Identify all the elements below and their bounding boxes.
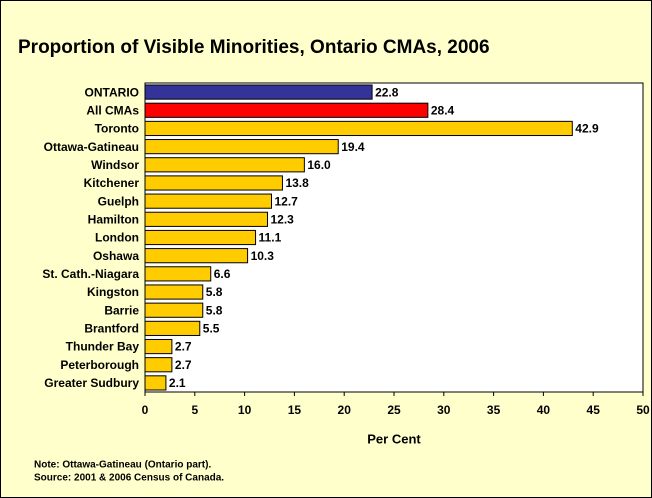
data-label: 2.1	[169, 376, 186, 390]
data-label: 19.4	[341, 140, 365, 154]
bar	[144, 139, 339, 155]
data-label: 13.8	[285, 176, 309, 190]
bar	[144, 320, 201, 336]
x-tick-label: 45	[587, 403, 601, 417]
data-label: 42.9	[575, 122, 599, 136]
x-tick-label: 5	[191, 403, 198, 417]
data-label: 6.6	[214, 267, 231, 281]
y-tick-label: Brantford	[84, 322, 139, 336]
y-tick-label: Peterborough	[60, 358, 139, 372]
data-label: 11.1	[259, 231, 282, 245]
data-label: 12.7	[274, 194, 298, 208]
bar	[144, 357, 173, 373]
y-tick-label: London	[95, 231, 139, 245]
y-tick-label: Barrie	[104, 303, 139, 317]
x-tick-label: 10	[238, 403, 252, 417]
bar	[144, 248, 249, 264]
bar	[144, 211, 269, 227]
note: Note: Ottawa-Gatineau (Ontario part).	[34, 460, 211, 471]
x-tick-label: 40	[537, 403, 551, 417]
bar	[144, 84, 373, 100]
data-label: 2.7	[175, 358, 192, 372]
data-label: 16.0	[307, 158, 331, 172]
data-label: 5.5	[203, 322, 220, 336]
y-tick-label: Windsor	[91, 158, 139, 172]
bar	[144, 120, 573, 137]
bar	[144, 102, 429, 118]
bar	[144, 193, 272, 209]
x-tick-label: 50	[636, 403, 650, 417]
chart-title: Proportion of Visible Minorities, Ontari…	[18, 37, 490, 58]
x-tick-label: 15	[288, 403, 302, 417]
bar	[144, 338, 173, 355]
x-tick-label: 30	[437, 403, 451, 417]
x-tick-label: 20	[338, 403, 352, 417]
y-tick-label: Oshawa	[93, 249, 139, 263]
data-label: 2.7	[175, 340, 192, 354]
note: Source: 2001 & 2006 Census of Canada.	[34, 473, 224, 484]
bar	[144, 266, 212, 282]
data-label: 10.3	[251, 249, 275, 263]
y-tick-label: Kitchener	[84, 176, 140, 190]
data-label: 28.4	[431, 103, 455, 117]
bar	[144, 229, 257, 246]
y-tick-label: Guelph	[98, 194, 139, 208]
bar	[144, 157, 305, 173]
x-tick-label: 35	[487, 403, 501, 417]
y-tick-label: All CMAs	[86, 103, 139, 117]
bar	[144, 284, 204, 300]
x-tick-label: 25	[387, 403, 401, 417]
bar	[144, 302, 204, 318]
bar	[144, 175, 283, 191]
y-tick-label: Kingston	[87, 285, 139, 299]
x-axis-label: Per Cent	[367, 431, 421, 446]
y-tick-label: Thunder Bay	[66, 340, 140, 354]
y-tick-label: St. Cath.-Niagara	[42, 267, 139, 281]
y-tick-label: Greater Sudbury	[44, 376, 139, 390]
y-tick-label: Ottawa-Gatineau	[44, 140, 139, 154]
y-tick-label: Hamilton	[88, 212, 139, 226]
data-label: 22.8	[375, 85, 399, 99]
data-label: 5.8	[206, 303, 223, 317]
y-tick-label: ONTARIO	[85, 85, 139, 99]
x-tick-label: 0	[142, 403, 149, 417]
bar	[144, 375, 167, 391]
data-label: 5.8	[206, 285, 223, 299]
data-label: 12.3	[271, 212, 295, 226]
y-tick-label: Toronto	[95, 122, 139, 136]
